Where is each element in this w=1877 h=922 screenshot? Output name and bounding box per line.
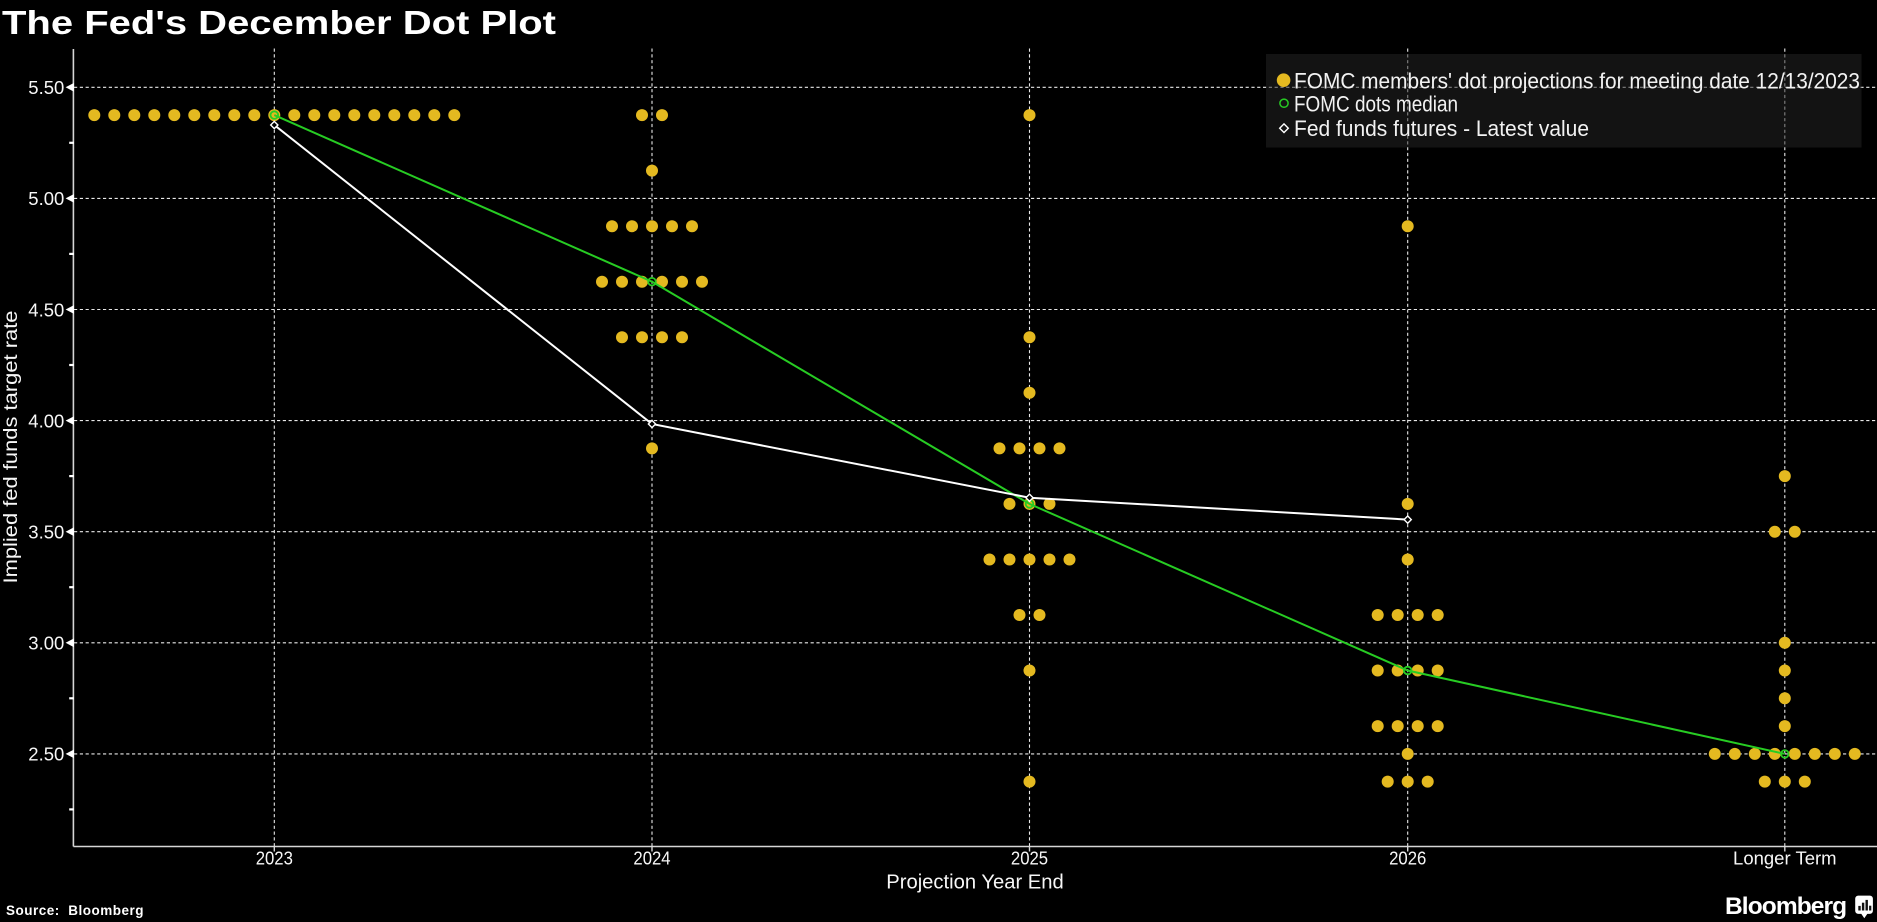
svg-text:3.50: 3.50 (28, 522, 64, 543)
svg-text:FOMC members' dot projections: FOMC members' dot projections for meetin… (1294, 69, 1860, 94)
svg-text:The Fed's December Dot Plot: The Fed's December Dot Plot (2, 4, 556, 41)
svg-text:2026: 2026 (1389, 848, 1426, 869)
svg-text:Bloomberg: Bloomberg (1725, 893, 1846, 920)
svg-text:Source: Bloomberg: Source: Bloomberg (6, 903, 144, 918)
svg-text:Fed funds futures - Latest val: Fed funds futures - Latest value (1294, 116, 1589, 141)
svg-text:Longer Term: Longer Term (1733, 848, 1837, 869)
svg-text:3.00: 3.00 (28, 633, 64, 654)
svg-text:4.00: 4.00 (28, 410, 64, 431)
svg-text:Projection Year End: Projection Year End (886, 871, 1064, 894)
svg-text:4.50: 4.50 (28, 299, 64, 320)
svg-text:2024: 2024 (633, 848, 670, 869)
svg-text:2023: 2023 (256, 848, 293, 869)
svg-text:2025: 2025 (1011, 848, 1048, 869)
svg-text:2.50: 2.50 (28, 744, 64, 765)
svg-text:5.50: 5.50 (28, 77, 64, 98)
svg-text:Implied fed funds target rate: Implied fed funds target rate (1, 311, 22, 584)
svg-text:5.00: 5.00 (28, 188, 64, 209)
svg-text:FOMC dots median: FOMC dots median (1294, 92, 1458, 117)
